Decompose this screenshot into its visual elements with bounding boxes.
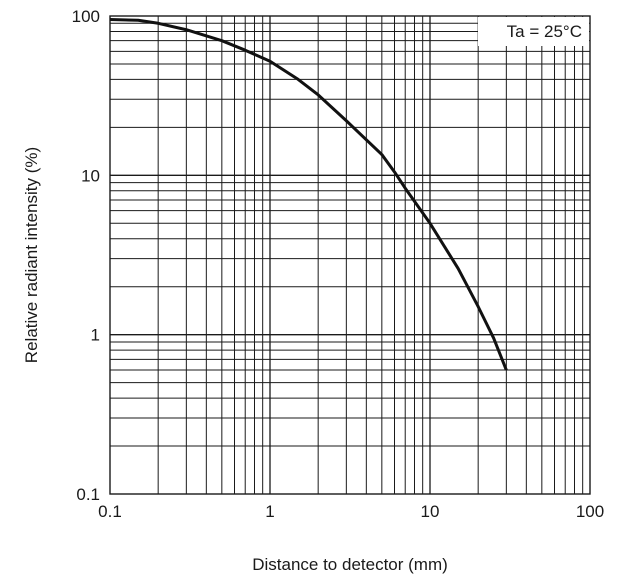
x-tick-labels: 0.1 1 10 100 — [98, 502, 604, 521]
x-axis-label: Distance to detector (mm) — [252, 555, 448, 574]
data-point — [269, 60, 271, 62]
data-point — [492, 337, 494, 339]
data-point — [109, 18, 111, 20]
annotation-text: Ta = 25°C — [507, 22, 582, 41]
data-point — [505, 369, 507, 371]
data-point — [221, 39, 223, 41]
y-tick-label: 1 — [91, 326, 100, 345]
data-point — [457, 267, 459, 269]
data-point — [429, 222, 431, 224]
data-point — [381, 153, 383, 155]
y-tick-labels: 0.1 1 10 100 — [72, 7, 100, 504]
y-axis-label: Relative radiant intensity (%) — [22, 147, 41, 363]
series-line — [109, 18, 508, 371]
x-tick-label: 10 — [421, 502, 440, 521]
data-point — [393, 171, 395, 173]
data-point — [404, 187, 406, 189]
y-tick-label: 100 — [72, 7, 100, 26]
annotation-box: Ta = 25°C — [478, 17, 589, 46]
data-point — [317, 94, 319, 96]
data-point — [345, 120, 347, 122]
data-point — [244, 49, 246, 51]
data-point — [157, 22, 159, 24]
data-point — [297, 78, 299, 80]
plot-frame — [109, 15, 591, 495]
y-tick-label: 10 — [81, 166, 100, 185]
series-points — [109, 18, 508, 371]
x-tick-label: 0.1 — [98, 502, 122, 521]
x-tick-label: 1 — [265, 502, 274, 521]
y-tick-label: 0.1 — [76, 485, 100, 504]
data-point — [185, 29, 187, 31]
grid — [110, 16, 590, 494]
data-point — [137, 19, 139, 21]
annotation-background — [478, 17, 589, 46]
data-point — [477, 305, 479, 307]
x-tick-label: 100 — [576, 502, 604, 521]
